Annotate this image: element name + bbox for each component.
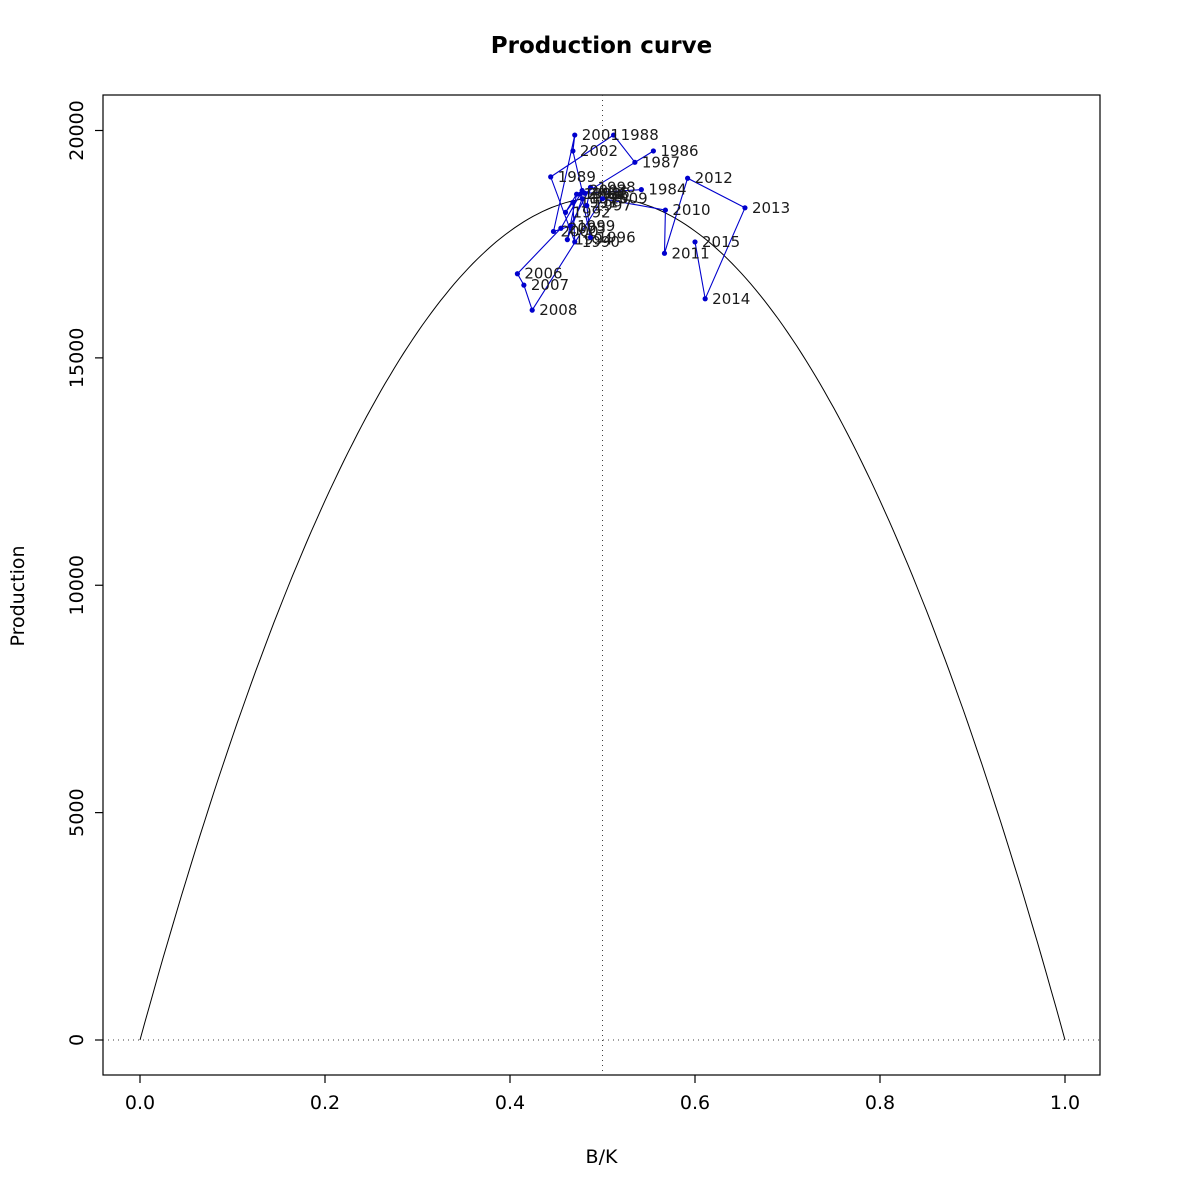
- x-tick-label: 1.0: [1050, 1092, 1080, 1114]
- year-point: [548, 174, 554, 180]
- year-point: [662, 207, 669, 213]
- year-point: [572, 132, 578, 138]
- year-point: [579, 196, 585, 202]
- year-label: 2003: [589, 182, 627, 200]
- year-point: [562, 209, 569, 215]
- y-tick-label: 0: [66, 1034, 88, 1046]
- year-label: 2006: [524, 265, 562, 283]
- year-label: 2002: [580, 142, 618, 160]
- x-tick-label: 0.8: [865, 1092, 895, 1114]
- year-point: [574, 191, 580, 197]
- year-point: [514, 271, 521, 277]
- y-tick-label: 20000: [66, 100, 88, 160]
- year-label: 2000: [560, 222, 598, 240]
- year-point: [661, 250, 668, 256]
- year-point: [564, 237, 570, 243]
- year-point: [638, 187, 644, 193]
- year-point: [702, 296, 708, 302]
- year-label: 2001: [582, 126, 620, 144]
- year-point: [570, 199, 576, 205]
- year-point: [567, 223, 573, 229]
- year-point: [570, 148, 576, 154]
- year-label: 1992: [573, 203, 611, 221]
- year-point: [558, 225, 564, 231]
- y-tick-label: 10000: [66, 555, 88, 615]
- year-point: [599, 196, 606, 202]
- y-axis-title: Production: [7, 545, 29, 647]
- year-label: 2005: [568, 219, 606, 237]
- year-label: 2011: [671, 244, 709, 262]
- year-label: 1993: [584, 185, 622, 203]
- year-label: 1996: [597, 228, 635, 246]
- year-label: 2004: [587, 185, 625, 203]
- year-point: [529, 307, 535, 313]
- year-label: 1989: [558, 168, 596, 186]
- year-point: [584, 202, 590, 209]
- year-label: 2008: [539, 301, 577, 319]
- y-tick-label: 5000: [66, 788, 88, 836]
- x-axis-title: B/K: [585, 1146, 618, 1168]
- year-label: 1991: [580, 193, 618, 211]
- chart-title: Production curve: [490, 33, 713, 59]
- year-label: 1988: [621, 126, 659, 144]
- year-point: [550, 228, 557, 235]
- year-point: [632, 159, 638, 165]
- year-point: [521, 282, 527, 288]
- year-label: 2013: [752, 199, 790, 217]
- year-label: 1986: [660, 142, 698, 160]
- year-label: 2010: [672, 201, 710, 219]
- x-tick-label: 0.0: [125, 1092, 155, 1114]
- year-label: 2012: [695, 169, 733, 187]
- year-point: [692, 239, 698, 245]
- year-label: 1995: [589, 190, 627, 208]
- year-label: 1987: [642, 153, 680, 171]
- year-label: 1984: [648, 181, 686, 199]
- x-tick-label: 0.6: [680, 1092, 710, 1114]
- year-point: [611, 132, 617, 138]
- x-tick-label: 0.4: [495, 1092, 525, 1114]
- year-point: [685, 175, 691, 181]
- year-label: 2009: [610, 190, 648, 208]
- year-label: 2014: [712, 290, 750, 308]
- year-point: [587, 234, 594, 240]
- x-tick-label: 0.2: [310, 1092, 340, 1114]
- year-point: [577, 191, 583, 197]
- year-label: 2015: [702, 233, 740, 251]
- year-label: 1999: [577, 217, 615, 235]
- year-label: 1994: [574, 231, 612, 249]
- production-curve: [139, 196, 1066, 1041]
- year-point: [572, 239, 578, 245]
- y-tick-label: 15000: [66, 328, 88, 388]
- year-point: [742, 205, 748, 211]
- year-label: 2007: [531, 276, 569, 294]
- year-point: [587, 184, 594, 190]
- year-label: 1998: [597, 178, 635, 196]
- year-point: [650, 148, 656, 154]
